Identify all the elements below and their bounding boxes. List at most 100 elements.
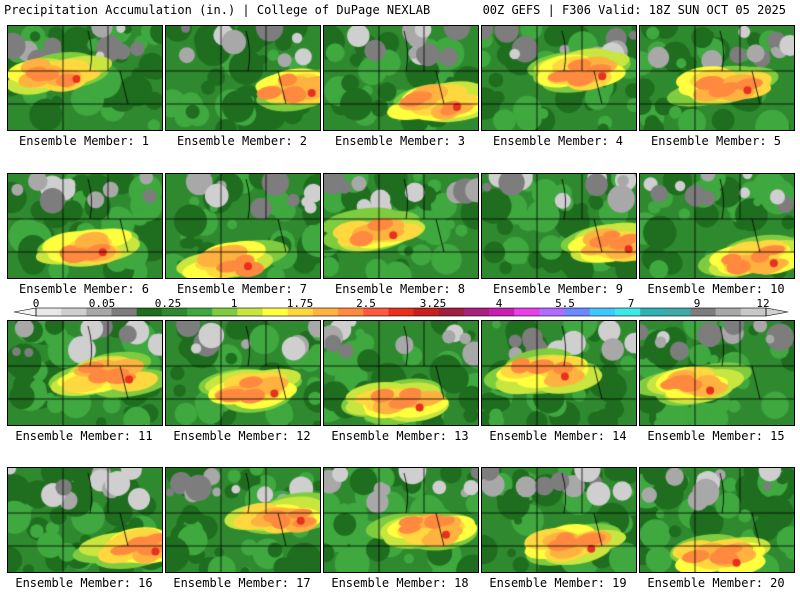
colorbar-tick-label: 1 [230, 297, 238, 310]
ensemble-member-label: Ensemble Member: 16 [15, 576, 153, 590]
ensemble-member-label: Ensemble Member: 14 [489, 429, 627, 443]
ensemble-map-panel [323, 173, 479, 279]
colorbar-segment [262, 308, 289, 316]
ensemble-map-panel [165, 467, 321, 573]
ensemble-member-label: Ensemble Member: 8 [334, 282, 466, 296]
colorbar-tick-label: 4 [495, 297, 503, 310]
colorbar-tick-label: 12 [756, 297, 770, 310]
colorbar-segment [665, 308, 691, 316]
colorbar-segment [388, 308, 415, 316]
ensemble-member-label: Ensemble Member: 2 [176, 134, 308, 148]
colorbar-segment [514, 308, 540, 316]
ensemble-map-panel [481, 467, 637, 573]
colorbar-segment [690, 308, 717, 316]
ensemble-member-label: Ensemble Member: 18 [331, 576, 469, 590]
ensemble-map-panel [323, 25, 479, 131]
precip-map [324, 321, 478, 425]
colorbar-tick-label: 9 [693, 297, 701, 310]
colorbar-segment [438, 308, 465, 316]
ensemble-map-panel [323, 320, 479, 426]
precip-map [324, 174, 478, 278]
ensemble-member-label: Ensemble Member: 15 [647, 429, 785, 443]
ensemble-map-panel [481, 320, 637, 426]
ensemble-map-panel [7, 467, 163, 573]
colorbar-segment [312, 308, 339, 316]
colorbar-segment [363, 308, 389, 316]
colorbar-segment [161, 308, 188, 316]
colorbar-segment [740, 308, 767, 316]
header-valid-time: 00Z GEFS | F306 Valid: 18Z SUN OCT 05 20… [482, 3, 786, 17]
colorbar-tick-label: 5.5 [555, 297, 575, 310]
precip-map [8, 321, 162, 425]
precip-map [8, 468, 162, 572]
colorbar-segment [36, 308, 62, 316]
precip-map [324, 468, 478, 572]
ensemble-member-label: Ensemble Member: 13 [331, 429, 469, 443]
precip-map [166, 26, 320, 130]
colorbar-segment [111, 308, 138, 316]
precip-map [640, 26, 794, 130]
colorbar-segment [287, 308, 314, 316]
precip-map [8, 174, 162, 278]
colorbar-segment [338, 308, 364, 316]
ensemble-map-panel [481, 173, 637, 279]
ensemble-map-panel [639, 25, 795, 131]
ensemble-member-label: Ensemble Member: 1 [18, 134, 150, 148]
colorbar-segment [614, 308, 641, 316]
precip-map [482, 321, 636, 425]
ensemble-map-panel [7, 173, 163, 279]
colorbar-segment [212, 308, 238, 316]
colorbar-tick-label: 2.5 [356, 297, 376, 310]
ensemble-member-label: Ensemble Member: 9 [492, 282, 624, 296]
precip-map [640, 321, 794, 425]
ensemble-map-panel [639, 320, 795, 426]
ensemble-member-label: Ensemble Member: 6 [18, 282, 150, 296]
colorbar-segment [564, 308, 591, 316]
ensemble-member-label: Ensemble Member: 3 [334, 134, 466, 148]
colorbar-tick-label: 3.25 [419, 297, 447, 310]
precipitation-colorbar [13, 307, 789, 317]
precip-map [482, 468, 636, 572]
precip-map [166, 174, 320, 278]
ensemble-map-panel [323, 467, 479, 573]
ensemble-member-label: Ensemble Member: 7 [176, 282, 308, 296]
colorbar-tick-label: 0.25 [154, 297, 182, 310]
colorbar-frame [35, 307, 767, 317]
ensemble-map-panel [7, 320, 163, 426]
ensemble-map-panel [7, 25, 163, 131]
precip-map [166, 321, 320, 425]
colorbar-tick-label: 7 [627, 297, 635, 310]
colorbar-segment [489, 308, 515, 316]
colorbar-segment [463, 308, 490, 316]
ensemble-map-panel [639, 173, 795, 279]
ensemble-member-label: Ensemble Member: 5 [650, 134, 782, 148]
colorbar-segment [640, 308, 666, 316]
colorbar-segment [61, 308, 87, 316]
precip-map [640, 468, 794, 572]
precip-map [640, 174, 794, 278]
ensemble-member-label: Ensemble Member: 19 [489, 576, 627, 590]
ensemble-member-label: Ensemble Member: 11 [15, 429, 153, 443]
colorbar-segment [136, 308, 163, 316]
ensemble-member-label: Ensemble Member: 4 [492, 134, 624, 148]
colorbar-tick-label: 0.05 [88, 297, 116, 310]
colorbar-segment [715, 308, 742, 316]
ensemble-member-label: Ensemble Member: 17 [173, 576, 311, 590]
ensemble-map-panel [481, 25, 637, 131]
colorbar-segment [413, 308, 440, 316]
ensemble-map-panel [165, 320, 321, 426]
ensemble-map-panel [165, 25, 321, 131]
precip-map [8, 26, 162, 130]
ensemble-member-label: Ensemble Member: 10 [647, 282, 785, 296]
precip-map [482, 26, 636, 130]
colorbar-segment [237, 308, 264, 316]
colorbar-tick-label: 0 [32, 297, 40, 310]
colorbar-segment [86, 308, 113, 316]
precip-map [324, 26, 478, 130]
colorbar-segment [539, 308, 566, 316]
ensemble-member-label: Ensemble Member: 20 [647, 576, 785, 590]
colorbar-segment [187, 308, 213, 316]
ensemble-map-panel [165, 173, 321, 279]
precip-map [482, 174, 636, 278]
precip-map [166, 468, 320, 572]
